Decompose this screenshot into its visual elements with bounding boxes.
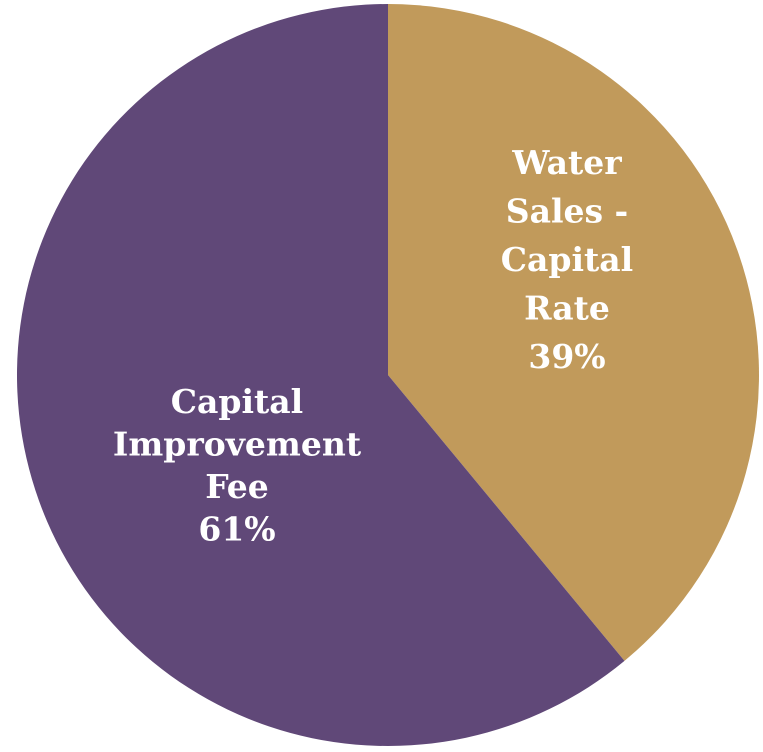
- slice-label-line: Rate: [524, 289, 610, 328]
- pie-labels: Water Sales - Capital Rate 39% Capital Improve…: [113, 143, 633, 549]
- slice-label-line: Fee: [205, 467, 269, 506]
- pie-slices: [16, 4, 759, 746]
- slice-label-line: Water: [511, 143, 622, 182]
- pie-slice-1: [16, 4, 625, 746]
- slice-label-line: Sales -: [506, 192, 629, 231]
- slice-value-label: 39%: [528, 337, 605, 376]
- slice-label-line: Improvement: [113, 425, 362, 464]
- pie-slice-0: [388, 4, 759, 661]
- slice-label-0: Water Sales - Capital Rate 39%: [501, 143, 633, 376]
- slice-label-line: Capital: [501, 240, 633, 279]
- slice-label-line: Capital: [171, 382, 303, 421]
- slice-value-label: 61%: [198, 510, 275, 549]
- slice-label-1: Capital Improvement Fee 61%: [113, 382, 362, 549]
